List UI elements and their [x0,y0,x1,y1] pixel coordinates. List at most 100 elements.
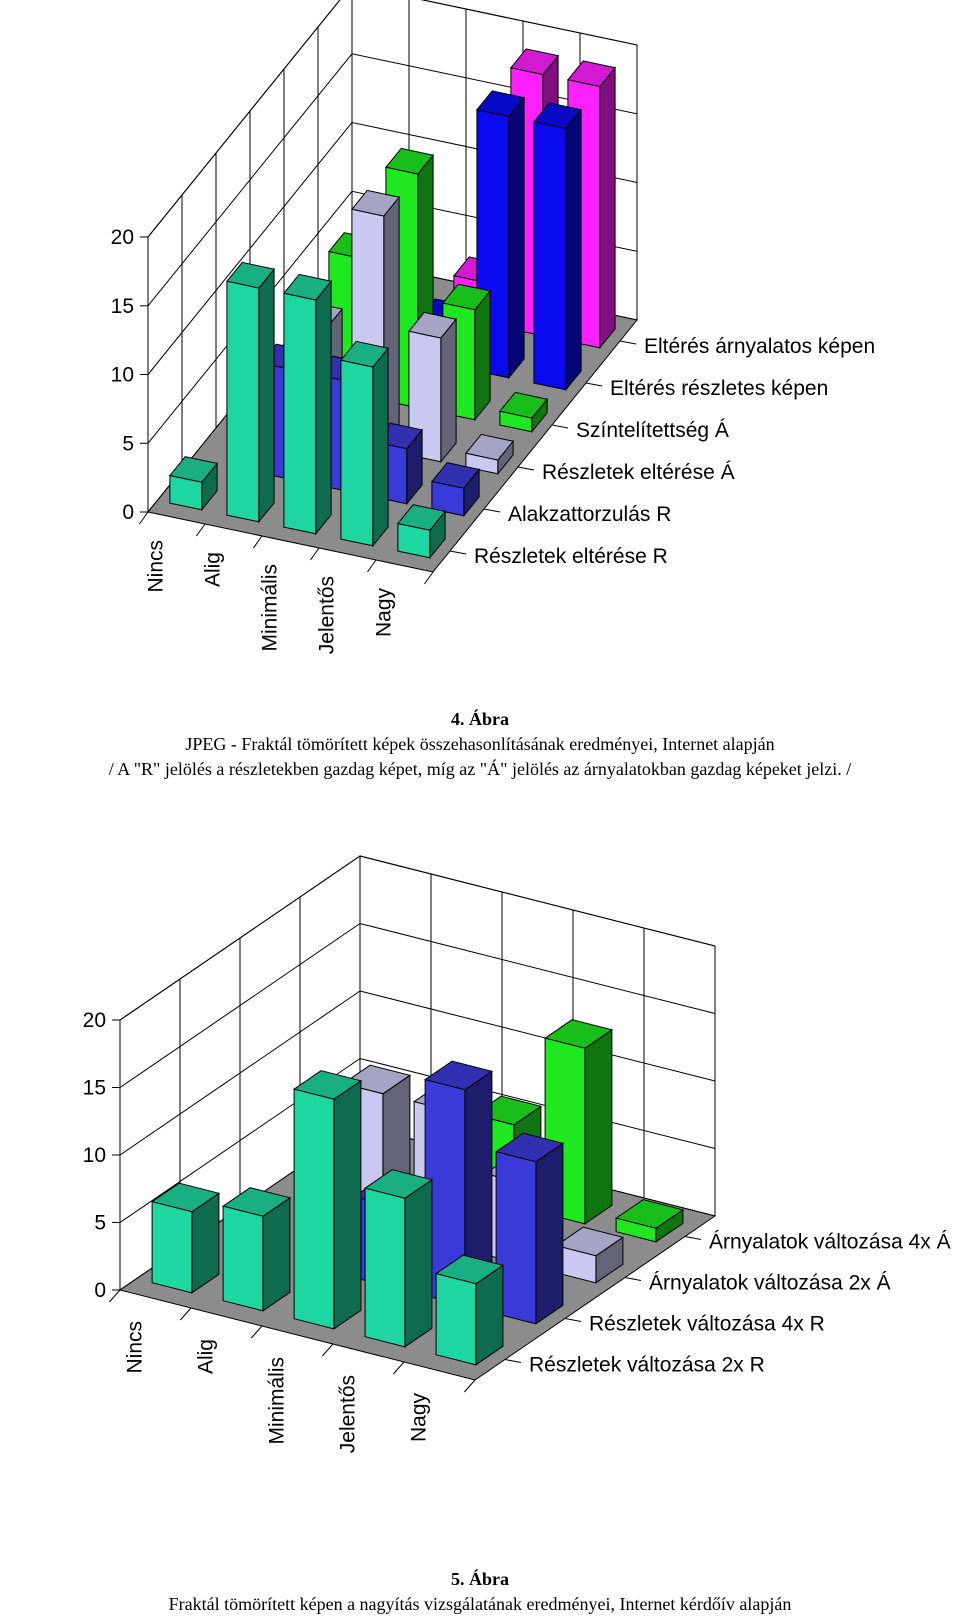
bar-front [283,292,317,535]
x-tick [321,1343,334,1357]
bar [475,90,526,380]
series-label: Részletek eltérése Á [542,461,735,484]
bar-front [499,410,533,433]
gridline [119,855,716,1021]
x-tick [139,511,149,525]
x-tick [310,547,320,561]
x-tick [367,559,377,573]
category-label: Minimális [259,564,282,652]
bar-front [364,1187,406,1348]
x-tick [463,1379,476,1393]
category-label: Nincs [124,1321,147,1374]
series-label: Alakzattorzulás R [508,503,671,526]
x-tick [253,535,263,549]
category-label: Jelentős [316,576,339,654]
category-label: Alig [202,552,225,587]
series-tick [517,466,535,471]
bar [407,311,458,464]
bar [150,1182,221,1294]
series-tick [624,1277,642,1281]
chart-figure-4: 0 5 10 15 20 Nincs Alig Minimális Jelentős Nagy Ré… [111,0,875,654]
x-tick [392,1361,405,1375]
bar [464,433,515,476]
bar [498,391,549,434]
bar-front [495,1151,537,1325]
bar-side [584,1028,613,1225]
x-tick [108,1289,121,1303]
series-label: Részletek eltérése R [474,545,668,568]
series-label: Eltérés árnyalatos képen [644,335,875,358]
figure-label: 5. Ábra [451,1569,509,1589]
caption-line: / A "R" jelölés a részletekben gazdag ké… [108,759,852,779]
series-label: Eltérés részletes képen [610,377,828,400]
y-tick-label: 5 [94,1212,106,1235]
bar-side [474,289,491,422]
caption-line: JPEG - Fraktál tömörített képek összehas… [185,734,775,754]
bar [292,1070,363,1330]
series-tick [619,340,637,345]
series-label: Árnyalatok változása 2x Á [649,1272,891,1295]
bar [168,456,219,512]
series-label: Színtelítettség Á [576,419,729,442]
x-tick [424,571,434,585]
bar [282,273,333,536]
bar-front [169,474,203,511]
bar [221,1187,292,1312]
bar [225,261,276,524]
bar [554,1226,625,1284]
bar-front [431,480,465,517]
bar [339,340,390,548]
figure-label: 4. Ábra [451,709,509,729]
caption-line: Fraktál tömörített képen a nagyítás vizs… [168,1594,792,1614]
bar [396,504,447,560]
bar [363,1169,434,1348]
bar-front [533,121,567,391]
y-tick-label: 15 [83,1077,106,1100]
bar-side [535,1142,564,1325]
gridline [119,922,716,1088]
y-tick-label: 5 [122,432,134,455]
bar-front [293,1088,335,1330]
x-tick [250,1325,263,1339]
bar-side [404,1178,433,1348]
bar-front [397,522,431,559]
bar-side [440,317,457,464]
series-tick [504,1359,522,1363]
y-tick-label: 20 [83,1009,106,1032]
x-tick [196,523,206,537]
category-label: Minimális [266,1357,289,1445]
category-label: Nincs [145,540,168,593]
bar-side [508,96,525,380]
bar [434,1254,505,1366]
series-tick [684,1236,702,1240]
bar-front [151,1201,193,1294]
caption-figure-4: 4. Ábra JPEG - Fraktál tömörített képek … [0,707,960,782]
series-tick [551,424,569,429]
series-tick [483,508,501,513]
x-tick [179,1307,192,1321]
caption-figure-5: 5. Ábra Fraktál tömörített képen a nagyí… [0,1567,960,1617]
bar-side [333,1079,362,1330]
bar-side [372,346,389,548]
category-label: Nagy [408,1393,431,1443]
bar-side [599,66,616,350]
category-label: Nagy [373,588,396,638]
bar-front [435,1273,477,1366]
category-label: Alig [195,1339,218,1374]
bar-front [226,280,260,523]
bar-front [222,1205,264,1312]
y-tick-label: 20 [111,226,134,249]
series-label: Részletek változása 4x R [589,1313,825,1336]
series-tick [585,382,603,387]
bar [423,1060,494,1307]
series-tick [449,550,467,555]
y-tick-label: 0 [122,501,134,524]
bar-front [615,1217,657,1243]
bar-side [258,267,275,524]
bar-front [340,359,374,547]
series-label: Árnyalatok változása 4x Á [709,1231,951,1254]
bar-side [565,108,582,392]
series-label: Részletek változása 2x R [529,1354,765,1377]
bar-side [262,1196,291,1312]
bar [532,102,583,392]
